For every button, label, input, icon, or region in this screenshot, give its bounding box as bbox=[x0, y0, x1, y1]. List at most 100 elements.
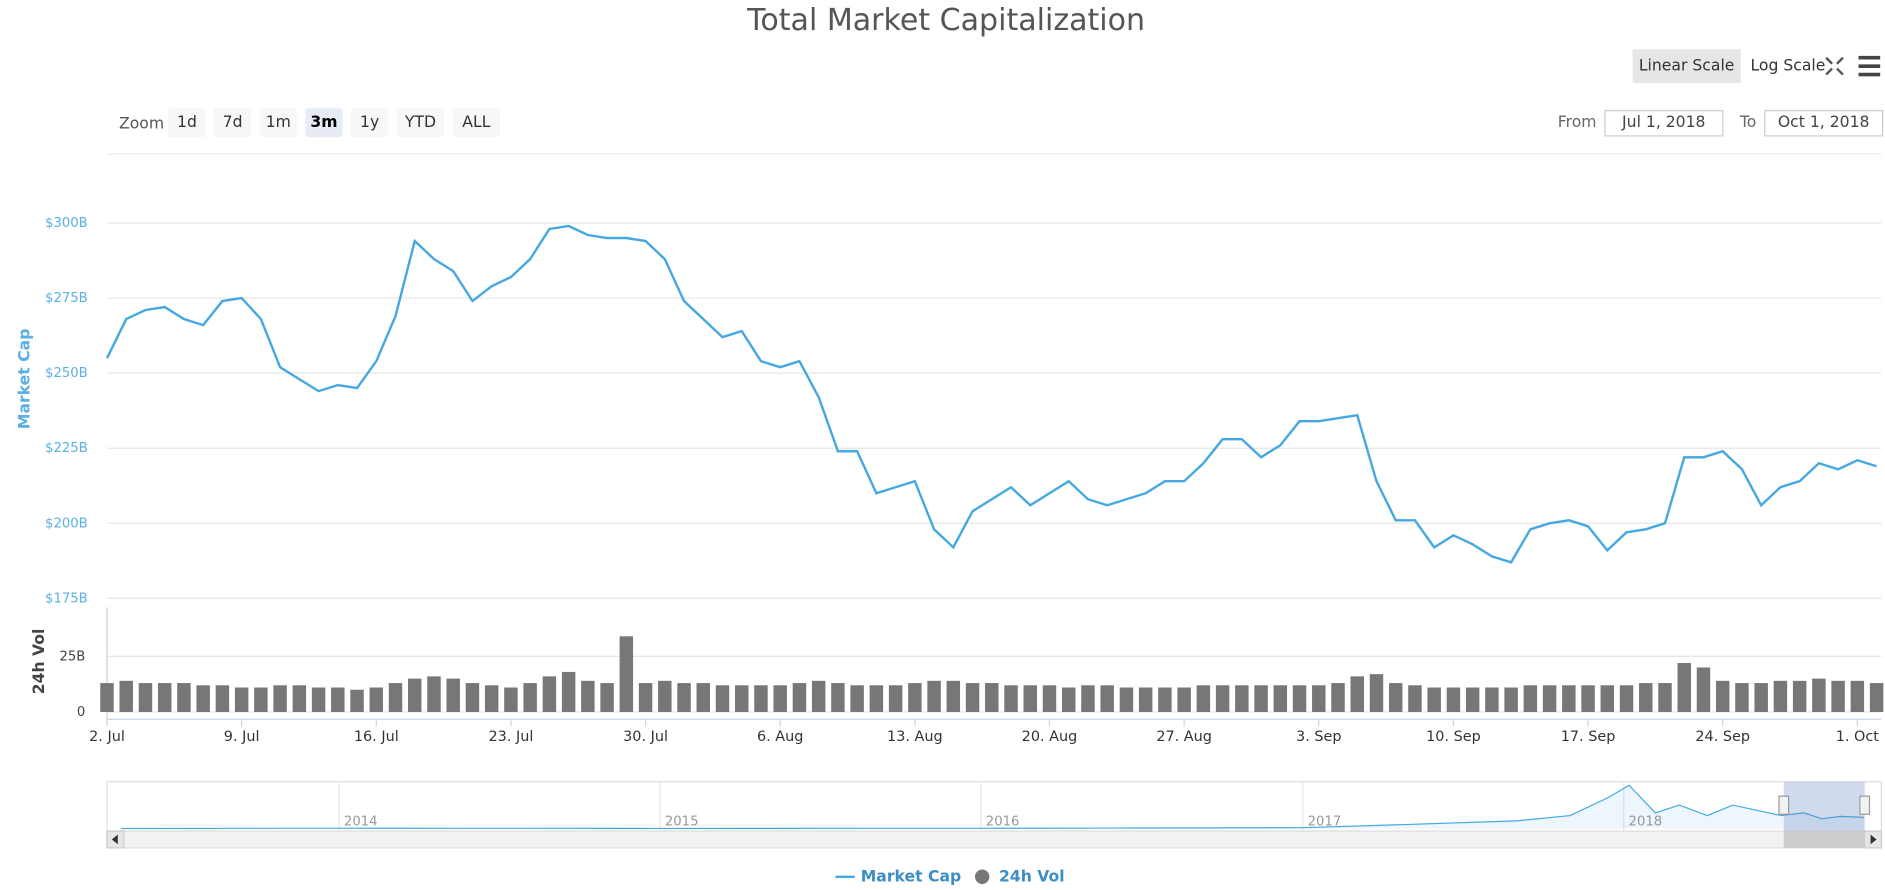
zoom-button-label[interactable]: 1d bbox=[177, 112, 197, 131]
scale-button-label[interactable]: Log Scale bbox=[1750, 56, 1825, 75]
zoom-button-label[interactable]: 1m bbox=[266, 112, 291, 131]
volume-bar bbox=[1235, 685, 1249, 712]
volume-bar bbox=[888, 685, 903, 712]
y-tick-label: $175B bbox=[45, 591, 88, 606]
menu-icon[interactable] bbox=[1858, 55, 1881, 77]
volume-bar bbox=[1100, 685, 1114, 712]
zoom-button[interactable] bbox=[351, 108, 389, 138]
volume-bar bbox=[1408, 685, 1422, 712]
y-tick-label: $225B bbox=[45, 441, 88, 456]
navigator-handle[interactable] bbox=[1778, 795, 1790, 815]
legend-symbol bbox=[974, 869, 990, 884]
volume-bar bbox=[869, 685, 884, 712]
legend-label[interactable]: 24h Vol bbox=[999, 866, 1065, 885]
navigator-label: 2017 bbox=[1308, 814, 1342, 829]
volume-bar bbox=[1639, 683, 1653, 712]
volume-bar bbox=[196, 685, 210, 712]
to-label: To bbox=[1739, 112, 1756, 131]
volume-bar bbox=[1081, 685, 1095, 712]
x-tick-label: 13. Aug bbox=[887, 729, 943, 745]
volume-bar bbox=[215, 685, 230, 712]
volume-bar bbox=[561, 671, 576, 712]
volume-bar bbox=[1273, 685, 1288, 712]
volume-bar bbox=[619, 636, 634, 712]
x-tick-label: 3. Sep bbox=[1296, 729, 1341, 745]
to-value[interactable]: Oct 1, 2018 bbox=[1778, 112, 1870, 131]
volume-bar bbox=[965, 683, 980, 712]
volume-bar bbox=[811, 680, 826, 712]
fullscreen-icon[interactable] bbox=[1825, 56, 1844, 76]
legend-label[interactable]: Market Cap bbox=[861, 866, 961, 885]
volume-bar bbox=[1312, 685, 1326, 712]
volume-bar bbox=[465, 683, 480, 712]
volume-bar bbox=[311, 687, 326, 712]
zoom-button[interactable] bbox=[213, 108, 252, 138]
volume-bar bbox=[446, 678, 460, 712]
volume-bar bbox=[273, 685, 287, 712]
scale-button-label[interactable]: Linear Scale bbox=[1639, 56, 1735, 75]
volume-bar bbox=[1427, 687, 1441, 712]
volume-bar bbox=[1619, 685, 1634, 712]
zoom-button[interactable] bbox=[396, 108, 445, 138]
volume-bar bbox=[1004, 685, 1018, 712]
scale-button[interactable] bbox=[1632, 49, 1741, 83]
volume-bar bbox=[773, 685, 787, 712]
from-value[interactable]: Jul 1, 2018 bbox=[1621, 112, 1705, 131]
volume-bar bbox=[1292, 685, 1307, 712]
volume-bar bbox=[1331, 683, 1345, 712]
zoom-button[interactable] bbox=[452, 108, 501, 138]
volume-bar bbox=[350, 689, 364, 712]
volume-bar bbox=[1562, 685, 1576, 712]
volume-bar bbox=[1850, 680, 1865, 712]
volume-bar bbox=[1696, 667, 1711, 712]
zoom-button-label[interactable]: 1y bbox=[360, 112, 379, 131]
scrollbar-track[interactable] bbox=[106, 830, 1882, 849]
y-tick-label: $300B bbox=[45, 216, 88, 231]
y2-axis-label: 24h Vol bbox=[29, 629, 48, 695]
x-tick-label: 2. Jul bbox=[89, 729, 125, 745]
zoom-button-label[interactable]: 3m bbox=[310, 112, 337, 131]
volume-bar bbox=[831, 683, 845, 712]
x-tick-label: 1. Oct bbox=[1836, 729, 1880, 745]
volume-bar bbox=[696, 683, 711, 712]
x-tick-label: 23. Jul bbox=[488, 729, 533, 745]
navigator-line bbox=[121, 784, 1864, 830]
x-tick-label: 24. Sep bbox=[1695, 729, 1750, 745]
zoom-button-label[interactable]: ALL bbox=[462, 112, 490, 131]
x-tick-label: 27. Aug bbox=[1156, 729, 1212, 745]
to-input[interactable] bbox=[1764, 110, 1884, 137]
volume-bar bbox=[388, 683, 403, 712]
from-input[interactable] bbox=[1604, 110, 1724, 137]
navigator-label: 2014 bbox=[344, 814, 378, 829]
navigator-selection[interactable] bbox=[1783, 781, 1865, 832]
volume-bar bbox=[1542, 685, 1557, 712]
volume-bar bbox=[1658, 683, 1672, 712]
volume-bar bbox=[1446, 687, 1461, 712]
volume-bar bbox=[1581, 685, 1595, 712]
x-tick-label: 9. Jul bbox=[224, 729, 260, 745]
volume-bar bbox=[523, 683, 537, 712]
volume-bar bbox=[946, 680, 961, 712]
volume-bar bbox=[1042, 685, 1057, 712]
zoom-button[interactable] bbox=[168, 108, 206, 138]
volume-bar bbox=[638, 683, 653, 712]
y-tick-label: $275B bbox=[45, 291, 88, 306]
scrollbar-thumb[interactable] bbox=[1783, 831, 1865, 848]
volume-bar bbox=[1735, 683, 1749, 712]
volume-bar bbox=[100, 683, 114, 712]
zoom-button[interactable] bbox=[305, 108, 343, 138]
volume-bar bbox=[138, 683, 153, 712]
zoom-label: Zoom bbox=[119, 113, 164, 132]
volume-bar bbox=[850, 685, 864, 712]
zoom-button-label[interactable]: 7d bbox=[223, 112, 243, 131]
from-label: From bbox=[1558, 112, 1597, 131]
volume-bar bbox=[484, 685, 499, 712]
zoom-button[interactable] bbox=[259, 108, 297, 138]
volume-bar bbox=[1158, 687, 1172, 712]
zoom-button-label[interactable]: YTD bbox=[404, 112, 436, 131]
navigator-handle[interactable] bbox=[1859, 795, 1871, 815]
volume-bar bbox=[1600, 685, 1615, 712]
x-tick-label: 6. Aug bbox=[757, 729, 803, 745]
volume-bar bbox=[1138, 687, 1153, 712]
